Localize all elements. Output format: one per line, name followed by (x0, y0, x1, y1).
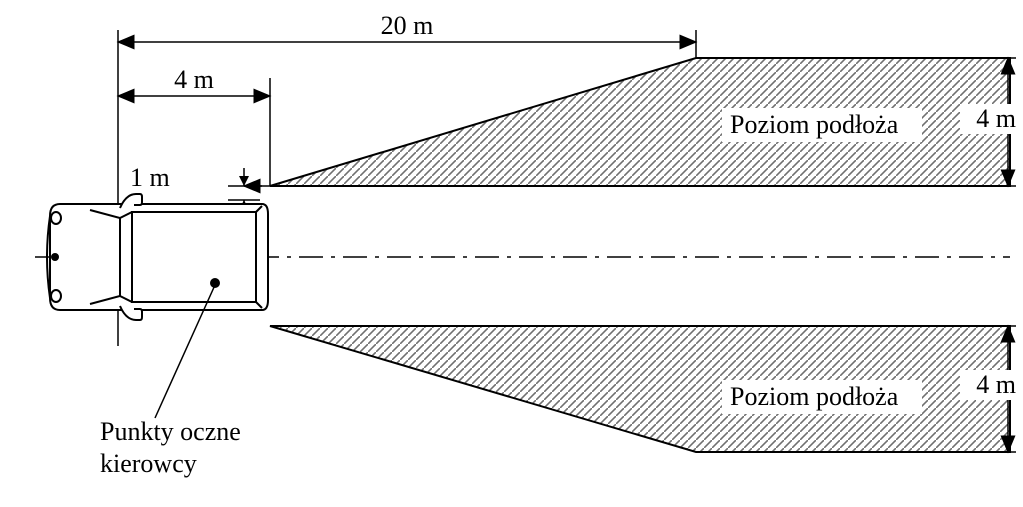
dim-20m-label: 20 m (381, 11, 434, 40)
vehicle-icon (47, 194, 268, 320)
dim-20m: 20 m (118, 11, 696, 42)
eye-point-leader: Punkty oczne kierowcy (100, 285, 241, 478)
dim-1m-label: 1 m (130, 163, 170, 192)
dim-4m-right-top-label: 4 m (976, 104, 1016, 133)
ground-label-top: Poziom podłoża (722, 108, 922, 142)
ground-label-top-text: Poziom podłoża (730, 110, 899, 139)
ground-label-bottom-text: Poziom podłoża (730, 382, 899, 411)
dim-4m-horiz-label: 4 m (174, 65, 214, 94)
visibility-diagram: 20 m 4 m 1 m 4 m 4 m Poziom podłoża (0, 0, 1023, 507)
eye-point-label-line2: kierowcy (100, 449, 197, 478)
dim-4m-right-bottom-label: 4 m (976, 370, 1016, 399)
ground-label-bottom: Poziom podłoża (722, 380, 922, 414)
eye-point-label-line1: Punkty oczne (100, 417, 241, 446)
